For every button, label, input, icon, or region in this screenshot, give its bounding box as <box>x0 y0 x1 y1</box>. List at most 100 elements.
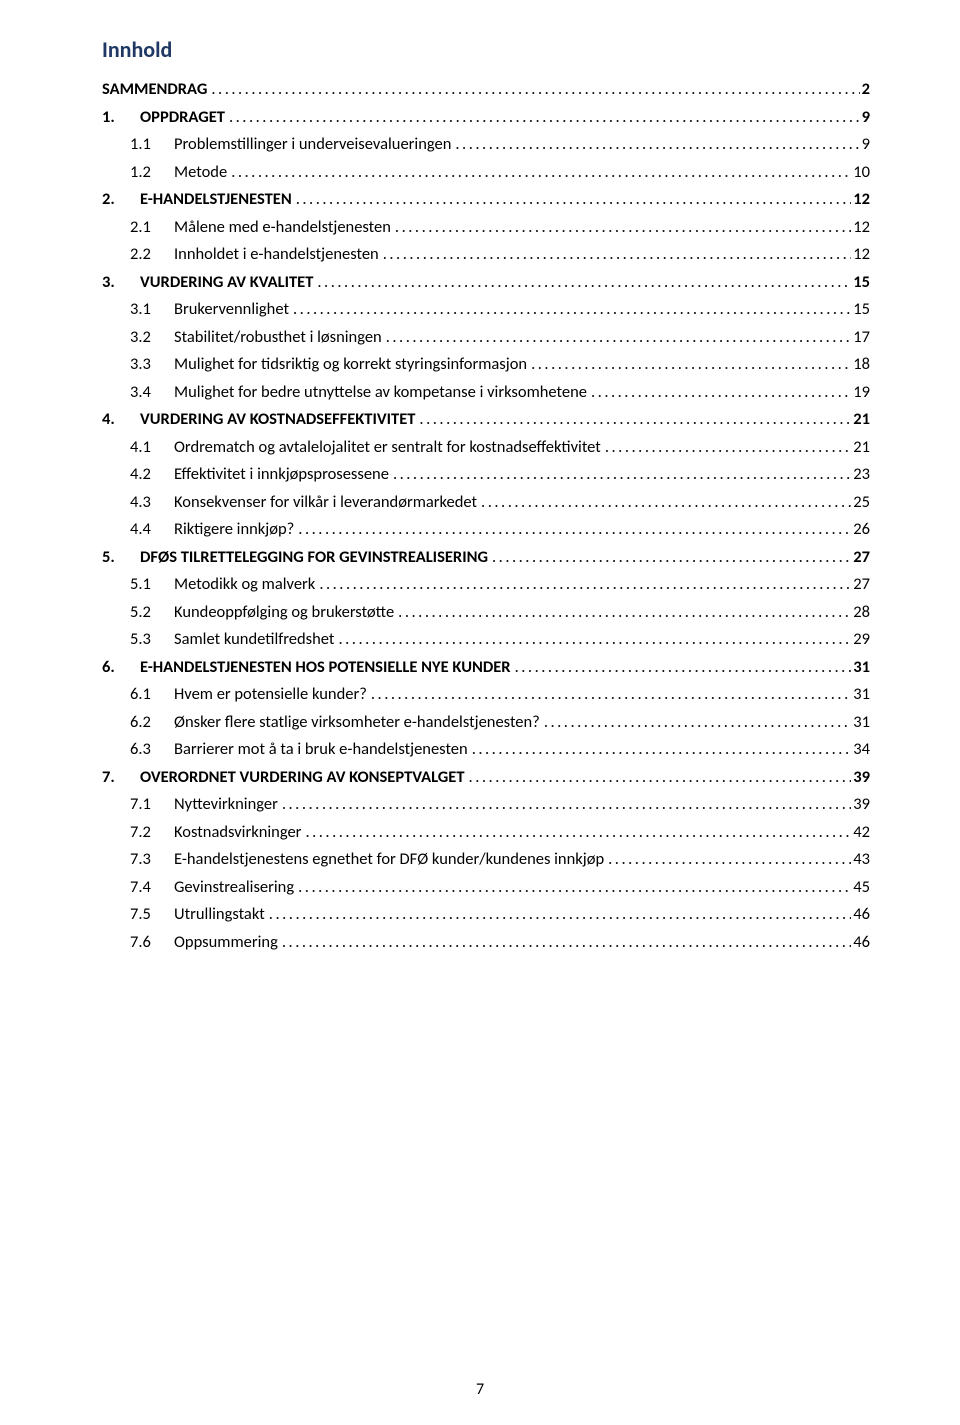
toc-entry[interactable]: 1.2Metode10 <box>102 164 870 181</box>
toc-entry-label: Mulighet for tidsriktig og korrekt styri… <box>174 356 527 373</box>
toc-dot-leader <box>294 521 851 538</box>
toc-entry-number: 5.1 <box>130 576 174 593</box>
toc-entry-number: 5.2 <box>130 604 174 621</box>
toc-entry-number: 4.3 <box>130 494 174 511</box>
toc-entry-page: 39 <box>851 796 870 813</box>
toc-entry-page: 42 <box>851 824 870 841</box>
toc-dot-leader <box>289 301 851 318</box>
toc-dot-leader <box>278 934 851 951</box>
toc-dot-leader <box>465 769 852 786</box>
toc-entry-label: Problemstillinger i underveisevalueringe… <box>174 136 451 153</box>
toc-entry-label: DFØS TILRETTELEGGING FOR GEVINSTREALISER… <box>140 549 488 566</box>
toc-entry[interactable]: 7.2Kostnadsvirkninger42 <box>102 824 870 841</box>
toc-entry-number: 4.1 <box>130 439 174 456</box>
toc-entry-number: 6. <box>102 659 140 676</box>
toc-entry[interactable]: 1.OPPDRAGET9 <box>102 109 870 126</box>
toc-dot-leader <box>367 686 851 703</box>
toc-entry-page: 23 <box>851 466 870 483</box>
toc-entry[interactable]: 6.E-HANDELSTJENESTEN HOS POTENSIELLE NYE… <box>102 659 870 676</box>
toc-entry[interactable]: 7.OVERORDNET VURDERING AV KONSEPTVALGET3… <box>102 769 870 786</box>
toc-dot-leader <box>601 439 851 456</box>
toc-dot-leader <box>527 356 851 373</box>
toc-entry-label: Kostnadsvirkninger <box>174 824 301 841</box>
toc-entry-label: Brukervennlighet <box>174 301 289 318</box>
toc-entry[interactable]: 4.2Effektivitet i innkjøpsprosessene23 <box>102 466 870 483</box>
toc-entry-number: 7.1 <box>130 796 174 813</box>
toc-entry-page: 27 <box>851 549 870 566</box>
toc-entry-page: 26 <box>851 521 870 538</box>
toc-dot-leader <box>207 81 859 98</box>
toc-entry-label: Stabilitet/robusthet i løsningen <box>174 329 382 346</box>
toc-entry-number: 2.1 <box>130 219 174 236</box>
toc-entry-label: Metodikk og malverk <box>174 576 315 593</box>
toc-entry[interactable]: 7.5Utrullingstakt46 <box>102 906 870 923</box>
toc-entry-number: 2.2 <box>130 246 174 263</box>
toc-entry-number: 5.3 <box>130 631 174 648</box>
toc-entry-page: 15 <box>851 274 870 291</box>
toc-dot-leader <box>334 631 851 648</box>
toc-entry-page: 29 <box>851 631 870 648</box>
toc-entry[interactable]: 3.1Brukervennlighet15 <box>102 301 870 318</box>
toc-entry[interactable]: 4.VURDERING AV KOSTNADSEFFEKTIVITET 21 <box>102 411 870 428</box>
toc-entry[interactable]: 5.DFØS TILRETTELEGGING FOR GEVINSTREALIS… <box>102 549 870 566</box>
toc-entry[interactable]: 3.3Mulighet for tidsriktig og korrekt st… <box>102 356 870 373</box>
toc-dot-leader <box>511 659 852 676</box>
toc-entry[interactable]: 5.1Metodikk og malverk 27 <box>102 576 870 593</box>
toc-entry-label: OVERORDNET VURDERING AV KONSEPTVALGET <box>140 769 465 786</box>
toc-entry[interactable]: 6.1Hvem er potensielle kunder? 31 <box>102 686 870 703</box>
toc-entry-label: Utrullingstakt <box>174 906 265 923</box>
toc-entry-number: 4. <box>102 411 140 428</box>
toc-entry-number: 3. <box>102 274 140 291</box>
toc-entry-label: Effektivitet i innkjøpsprosessene <box>174 466 389 483</box>
toc-entry[interactable]: 6.2Ønsker flere statlige virksomheter e-… <box>102 714 870 731</box>
toc-entry-page: 9 <box>860 136 870 153</box>
toc-entry[interactable]: 4.3Konsekvenser for vilkår i leverandørm… <box>102 494 870 511</box>
toc-entry-number: 5. <box>102 549 140 566</box>
toc-entry[interactable]: 4.4Riktigere innkjøp?26 <box>102 521 870 538</box>
toc-entry[interactable]: 7.4Gevinstrealisering45 <box>102 879 870 896</box>
toc-entry[interactable]: 7.1Nyttevirkninger 39 <box>102 796 870 813</box>
toc-entry-label: Konsekvenser for vilkår i leverandørmark… <box>174 494 477 511</box>
toc-entry[interactable]: 7.3E-handelstjenestens egnethet for DFØ … <box>102 851 870 868</box>
toc-entry-label: VURDERING AV KOSTNADSEFFEKTIVITET <box>140 411 415 428</box>
toc-entry-label: Innholdet i e-handelstjenesten <box>174 246 379 263</box>
toc-entry[interactable]: 3.4Mulighet for bedre utnyttelse av komp… <box>102 384 870 401</box>
toc-entry[interactable]: 1.1Problemstillinger i underveisevalueri… <box>102 136 870 153</box>
toc-entry-number: 3.2 <box>130 329 174 346</box>
toc-entry-label: E-handelstjenestens egnethet for DFØ kun… <box>174 851 604 868</box>
toc-dot-leader <box>292 191 852 208</box>
toc-entry-label: Samlet kundetilfredshet <box>174 631 334 648</box>
toc-entry[interactable]: 3.VURDERING AV KVALITET15 <box>102 274 870 291</box>
toc-entry[interactable]: 3.2Stabilitet/robusthet i løsningen17 <box>102 329 870 346</box>
toc-entry-label: Nyttevirkninger <box>174 796 278 813</box>
toc-entry-label: Gevinstrealisering <box>174 879 294 896</box>
toc-entry-label: SAMMENDRAG <box>102 81 207 98</box>
toc-entry-page: 21 <box>851 411 870 428</box>
toc-entry[interactable]: 6.3Barrierer mot å ta i bruk e-handelstj… <box>102 741 870 758</box>
toc-entry-number: 6.1 <box>130 686 174 703</box>
toc-dot-leader <box>313 274 851 291</box>
toc-entry[interactable]: 5.2Kundeoppfølging og brukerstøtte28 <box>102 604 870 621</box>
toc-entry-number: 3.1 <box>130 301 174 318</box>
toc-entry-page: 31 <box>851 659 870 676</box>
toc-entry-label: Barrierer mot å ta i bruk e-handelstjene… <box>174 741 468 758</box>
toc-entry[interactable]: 2.E-HANDELSTJENESTEN12 <box>102 191 870 208</box>
toc-entry-label: Ordrematch og avtalelojalitet er sentral… <box>174 439 601 456</box>
toc-entry[interactable]: 5.3Samlet kundetilfredshet 29 <box>102 631 870 648</box>
toc-dot-leader <box>278 796 851 813</box>
toc-entry-page: 45 <box>851 879 870 896</box>
toc-entry[interactable]: 4.1Ordrematch og avtalelojalitet er sent… <box>102 439 870 456</box>
toc-entry[interactable]: 2.2Innholdet i e-handelstjenesten12 <box>102 246 870 263</box>
toc-entry-page: 46 <box>851 906 870 923</box>
toc-entry[interactable]: 2.1Målene med e-handelstjenesten12 <box>102 219 870 236</box>
toc-entry-page: 10 <box>851 164 870 181</box>
toc-entry-number: 1. <box>102 109 140 126</box>
toc-entry-number: 2. <box>102 191 140 208</box>
toc-entry[interactable]: 7.6Oppsummering46 <box>102 934 870 951</box>
toc-entry[interactable]: SAMMENDRAG2 <box>102 81 870 98</box>
toc-entry-page: 27 <box>851 576 870 593</box>
toc-dot-leader <box>477 494 851 511</box>
toc-entry-label: Hvem er potensielle kunder? <box>174 686 367 703</box>
toc-entry-page: 31 <box>851 686 870 703</box>
toc-entry-label: OPPDRAGET <box>140 109 225 126</box>
